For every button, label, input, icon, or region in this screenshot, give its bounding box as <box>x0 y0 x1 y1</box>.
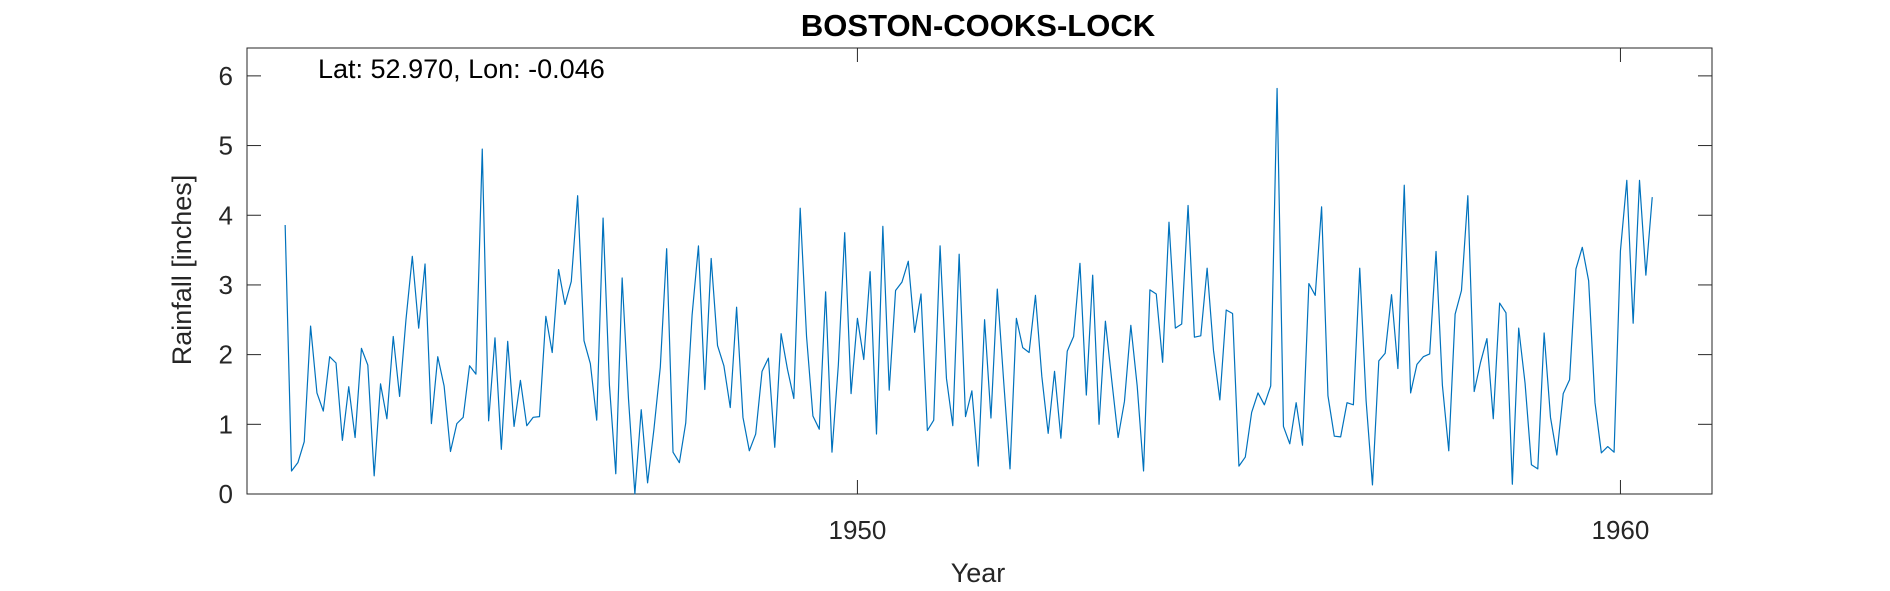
y-tick-label: 2 <box>219 340 233 370</box>
chart-title: BOSTON-COOKS-LOCK <box>801 8 1156 43</box>
y-axis-label: Rainfall [inches] <box>167 175 197 366</box>
y-tick-label: 3 <box>219 270 233 300</box>
x-tick-label: 1950 <box>828 515 886 545</box>
axes-box <box>246 47 1713 495</box>
y-tick-label: 4 <box>219 200 233 230</box>
location-annotation: Lat: 52.970, Lon: -0.046 <box>318 54 605 84</box>
x-axis-label: Year <box>951 558 1006 588</box>
y-tick-label: 5 <box>219 131 233 161</box>
plot-area: 0 1 2 3 4 5 6 1950 1960 <box>219 47 1713 545</box>
x-tick-label: 1960 <box>1592 515 1650 545</box>
y-tick-label: 1 <box>219 409 233 439</box>
y-tick-label: 6 <box>219 61 233 91</box>
y-tick-label: 0 <box>219 479 233 509</box>
rainfall-series-line <box>284 87 1653 495</box>
